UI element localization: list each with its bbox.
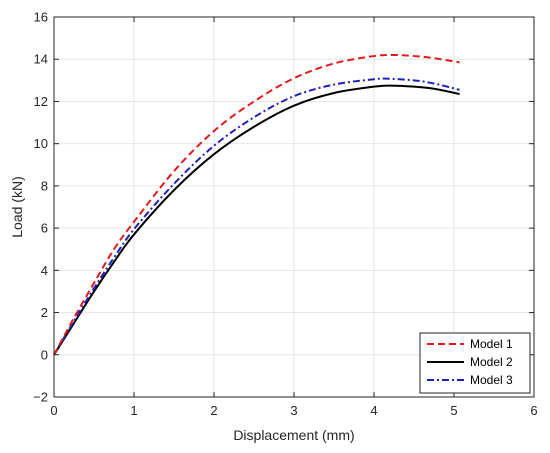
legend: Model 1 Model 2 Model 3: [419, 332, 531, 394]
series-line-model-1: [53, 53, 460, 356]
y-tick-label: 16: [34, 10, 48, 25]
y-tick-label: 10: [34, 136, 48, 151]
y-tick-labels: −2 0 2 4 6 8 10 12 14 16: [33, 10, 48, 405]
x-tick-labels: 0 1 2 3 4 5 6: [50, 403, 537, 418]
legend-label: Model 2: [470, 355, 513, 369]
x-tick-label: 6: [530, 403, 537, 418]
series-lines: [53, 53, 460, 356]
x-tick-label: 4: [370, 403, 377, 418]
x-tick-label: 5: [450, 403, 457, 418]
y-tick-label: 6: [41, 221, 48, 236]
y-tick-label: 0: [41, 347, 48, 362]
y-tick-label: 8: [41, 178, 48, 193]
y-tick-label: 4: [41, 263, 48, 278]
x-axis-label: Displacement (mm): [233, 427, 354, 443]
y-tick-label: 12: [34, 94, 48, 109]
y-axis-label: Load (kN): [9, 176, 25, 237]
x-tick-label: 3: [290, 403, 297, 418]
y-tick-label: 2: [41, 305, 48, 320]
y-tick-label: −2: [33, 390, 48, 405]
x-tick-label: 2: [210, 403, 217, 418]
legend-label: Model 1: [470, 337, 513, 351]
x-tick-label: 1: [130, 403, 137, 418]
x-tick-label: 0: [50, 403, 57, 418]
series-line-model-2: [53, 84, 460, 356]
y-tick-label: 14: [34, 52, 48, 67]
legend-label: Model 3: [470, 373, 513, 387]
